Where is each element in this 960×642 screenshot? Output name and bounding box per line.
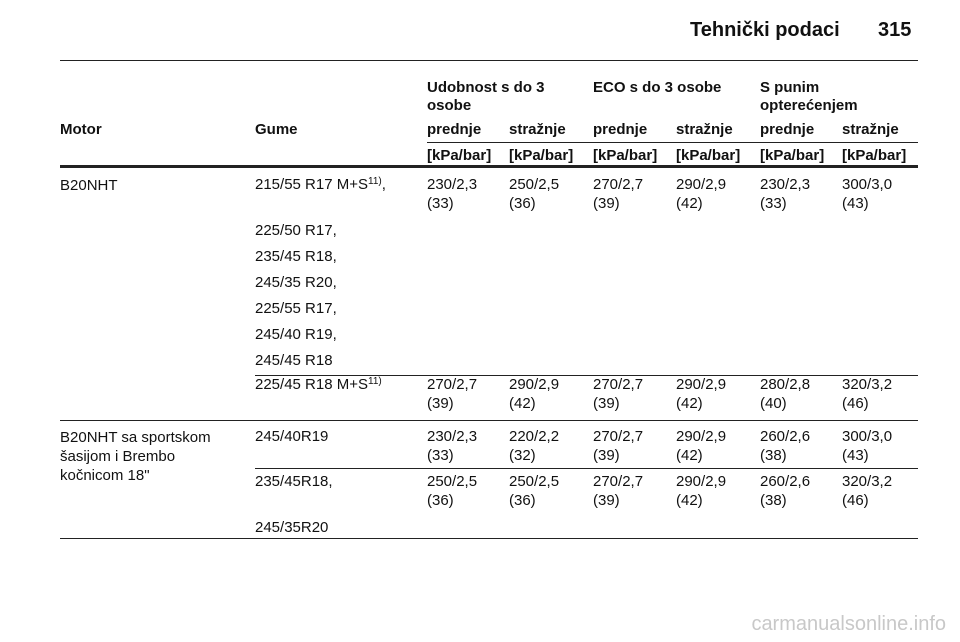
column-header: stražnje: [509, 121, 566, 138]
unit-header: [kPa/bar]: [593, 147, 658, 164]
column-header: prednje: [427, 121, 482, 138]
column-header: Gume: [255, 121, 298, 138]
tyre-text: 215/55 R17 M+S: [255, 176, 368, 193]
unit-header: [kPa/bar]: [427, 147, 492, 164]
pressure-psi: (40): [760, 395, 787, 412]
tyre: 245/35 R20,: [255, 274, 337, 291]
tyre: 245/40 R19,: [255, 326, 337, 343]
unit-header: [kPa/bar]: [842, 147, 907, 164]
pressure-psi: (42): [676, 395, 703, 412]
pressure-psi: (39): [593, 195, 620, 212]
pressure-psi: (33): [760, 195, 787, 212]
motor: B20NHT: [60, 177, 118, 194]
tyre: 245/45 R18: [255, 352, 333, 369]
pressure-kpa-bar: 320/3,2: [842, 473, 893, 490]
column-header: Motor: [60, 121, 102, 138]
pressure-kpa-bar: 230/2,3: [427, 176, 478, 193]
pressure-psi: (39): [593, 492, 620, 509]
table-rule: [255, 375, 918, 376]
pressure-kpa-bar: 270/2,7: [593, 176, 644, 193]
pressure-kpa-bar: 320/3,2: [842, 376, 893, 393]
pressure-psi: (36): [509, 492, 536, 509]
tyre: 245/40R19: [255, 428, 329, 445]
pressure-kpa-bar: 290/2,9: [676, 428, 727, 445]
pressure-kpa-bar: 270/2,7: [593, 428, 644, 445]
pressure-kpa-bar: 270/2,7: [593, 376, 644, 393]
table-rule: [427, 142, 918, 143]
table-rule: [60, 538, 918, 539]
pressure-psi: (42): [676, 447, 703, 464]
pressure-kpa-bar: 250/2,5: [427, 473, 478, 490]
pressure-kpa-bar: 300/3,0: [842, 428, 893, 445]
pressure-psi: (36): [509, 195, 536, 212]
table-rule: [60, 420, 918, 421]
pressure-psi: (36): [427, 492, 454, 509]
pressure-kpa-bar: 290/2,9: [676, 376, 727, 393]
pressure-psi: (39): [593, 395, 620, 412]
pressure-psi: (43): [842, 195, 869, 212]
unit-header: [kPa/bar]: [760, 147, 825, 164]
table-rule: [60, 165, 918, 168]
tyre: 215/55 R17 M+S11),: [255, 176, 386, 194]
motor: B20NHT sa sportskom šasijom i Brembo koč…: [60, 429, 211, 484]
group-header: S punim opterećenjem: [760, 79, 858, 114]
footnote-ref: 11): [368, 176, 382, 187]
tyre: 235/45 R18,: [255, 248, 337, 265]
group-header: ECO s do 3 osobe: [593, 79, 722, 96]
pressure-psi: (46): [842, 492, 869, 509]
pressure-kpa-bar: 260/2,6: [760, 473, 811, 490]
header-rule: [60, 60, 918, 61]
unit-header: [kPa/bar]: [676, 147, 741, 164]
tyre: 225/45 R18 M+S11): [255, 376, 382, 394]
tyre: 245/35R20: [255, 519, 329, 536]
pressure-kpa-bar: 260/2,6: [760, 428, 811, 445]
pressure-kpa-bar: 290/2,9: [509, 376, 560, 393]
watermark: carmanualsonline.info: [751, 613, 946, 635]
tyre: 225/55 R17,: [255, 300, 337, 317]
pressure-psi: (38): [760, 447, 787, 464]
pressure-kpa-bar: 290/2,9: [676, 176, 727, 193]
pressure-psi: (33): [427, 195, 454, 212]
tyre: 235/45R18,: [255, 473, 333, 490]
pressure-kpa-bar: 280/2,8: [760, 376, 811, 393]
pressure-psi: (32): [509, 447, 536, 464]
page-number: 315: [878, 19, 912, 41]
pressure-psi: (42): [676, 492, 703, 509]
tyre-text: 225/45 R18 M+S: [255, 376, 368, 393]
column-header: stražnje: [676, 121, 733, 138]
pressure-kpa-bar: 290/2,9: [676, 473, 727, 490]
unit-header: [kPa/bar]: [509, 147, 574, 164]
pressure-psi: (43): [842, 447, 869, 464]
column-header: stražnje: [842, 121, 899, 138]
pressure-psi: (39): [593, 447, 620, 464]
pressure-psi: (46): [842, 395, 869, 412]
pressure-kpa-bar: 250/2,5: [509, 473, 560, 490]
pressure-kpa-bar: 230/2,3: [760, 176, 811, 193]
pressure-kpa-bar: 230/2,3: [427, 428, 478, 445]
pressure-psi: (33): [427, 447, 454, 464]
table-rule: [255, 468, 918, 469]
column-header: prednje: [593, 121, 648, 138]
pressure-psi: (42): [509, 395, 536, 412]
pressure-kpa-bar: 250/2,5: [509, 176, 560, 193]
column-header: prednje: [760, 121, 815, 138]
pressure-psi: (39): [427, 395, 454, 412]
tyre: 225/50 R17,: [255, 222, 337, 239]
pressure-kpa-bar: 300/3,0: [842, 176, 893, 193]
footnote-ref: 11): [368, 376, 382, 387]
pressure-psi: (42): [676, 195, 703, 212]
group-header: Udobnost s do 3 osobe: [427, 79, 545, 114]
pressure-kpa-bar: 220/2,2: [509, 428, 560, 445]
tyre-tail: ,: [381, 176, 386, 193]
pressure-psi: (38): [760, 492, 787, 509]
pressure-kpa-bar: 270/2,7: [427, 376, 478, 393]
page-title: Tehnički podaci: [690, 19, 840, 41]
pressure-kpa-bar: 270/2,7: [593, 473, 644, 490]
